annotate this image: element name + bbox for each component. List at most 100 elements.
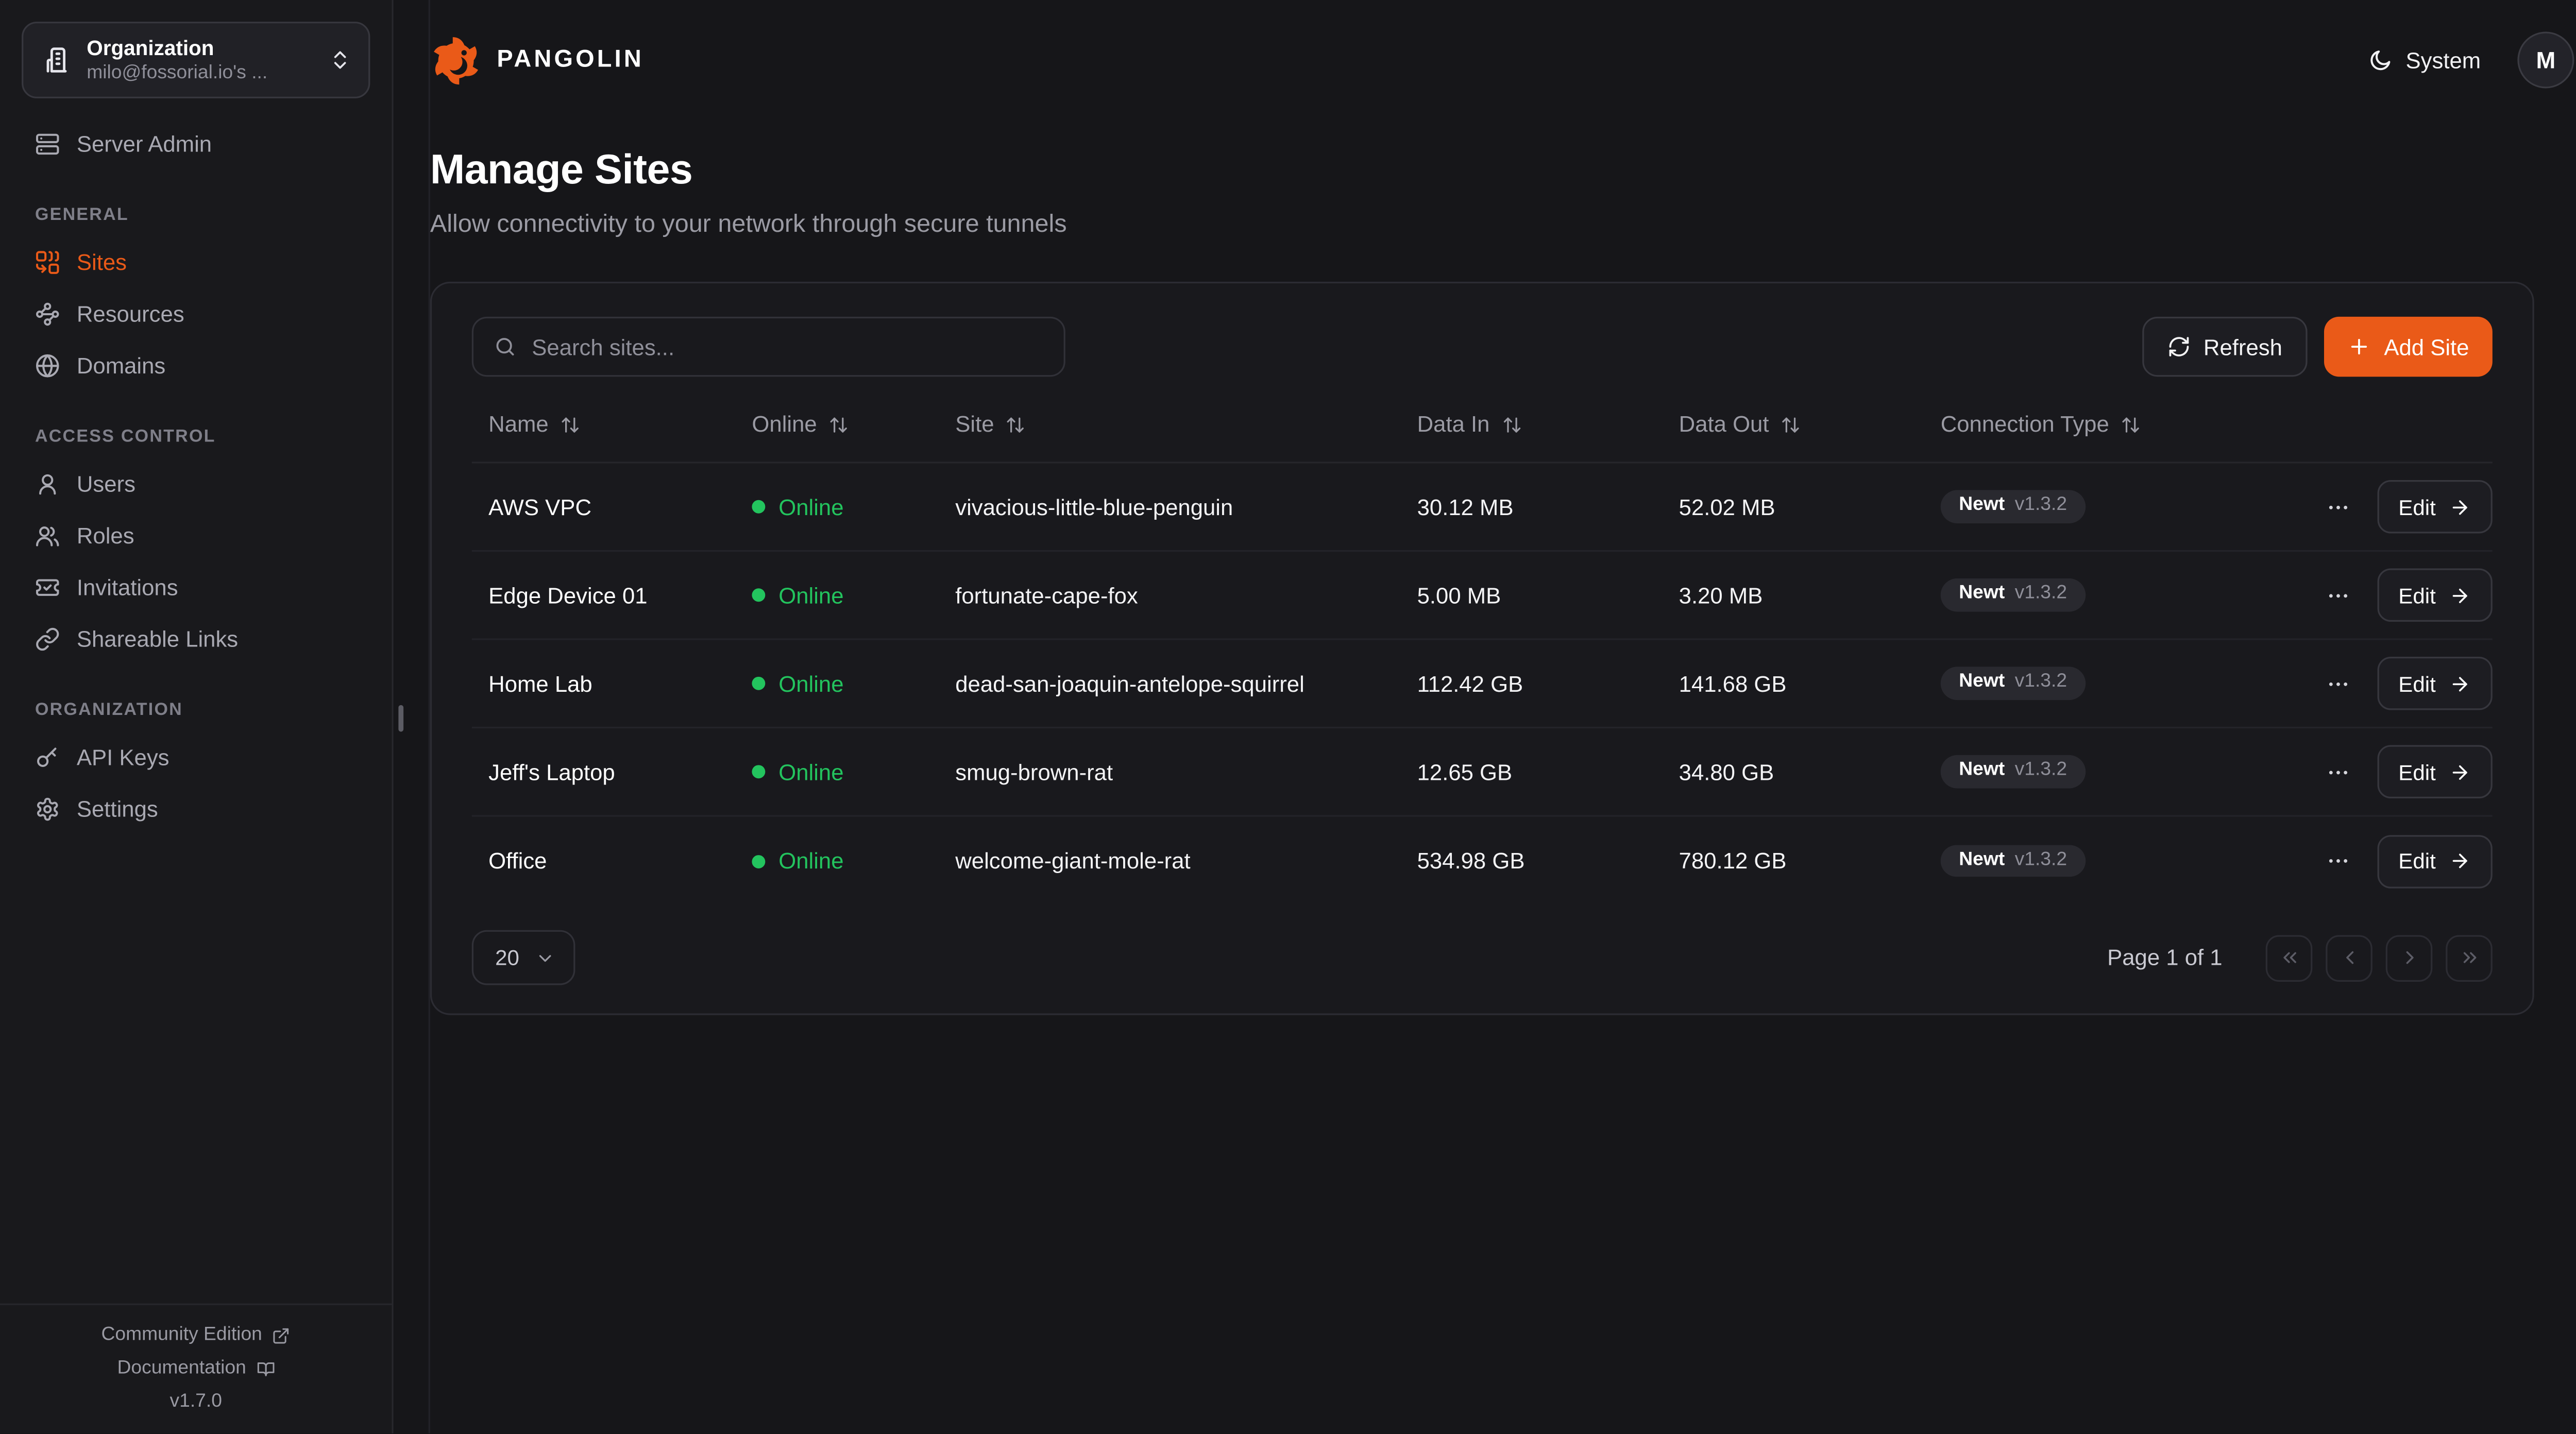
sidebar-resize-grip-icon[interactable] [398, 705, 404, 732]
data-out-cell: 780.12 GB [1679, 848, 1787, 874]
pangolin-logo-icon [430, 34, 482, 86]
row-actions-menu-button[interactable] [2318, 664, 2357, 703]
sort-icon [1781, 414, 1801, 434]
site-status-cell: Online [735, 848, 939, 874]
sidebar-item-resources[interactable]: Resources [20, 288, 372, 340]
prev-page-button[interactable] [2326, 934, 2372, 981]
ellipsis-icon [2325, 494, 2350, 519]
server-icon [35, 132, 60, 157]
sidebar-item-shareable-links[interactable]: Shareable Links [20, 613, 372, 665]
data-out-cell: 34.80 GB [1679, 759, 1774, 784]
documentation-link[interactable]: Documentation [117, 1358, 275, 1378]
sidebar-nav: Server Admin GENERAL Sites Resources Dom… [0, 105, 392, 1304]
version-label: v1.7.0 [170, 1392, 222, 1412]
next-page-button[interactable] [2385, 934, 2433, 981]
sidebar-item-server-admin[interactable]: Server Admin [20, 118, 372, 170]
column-header-data-out[interactable]: Data Out [1662, 412, 1924, 437]
column-header-data-in[interactable]: Data In [1400, 412, 1662, 437]
avatar-initial: M [2536, 46, 2556, 74]
sidebar-item-label: Server Admin [76, 131, 212, 157]
sort-icon [560, 414, 580, 434]
arrow-right-icon [2449, 850, 2471, 872]
data-in-cell: 5.00 MB [1417, 582, 1501, 608]
sidebar-item-roles[interactable]: Roles [20, 510, 372, 561]
users-icon [35, 523, 60, 549]
org-switcher-subtitle: milo@fossorial.io's ... [87, 63, 268, 83]
sites-table-card: Refresh Add Site Name Online Site Data I… [430, 281, 2534, 1015]
connection-type-cell: Newt v1.3.2 [1924, 490, 2309, 523]
chevrons-right-icon [2458, 947, 2480, 968]
add-site-button[interactable]: Add Site [2324, 316, 2493, 377]
row-actions-menu-button[interactable] [2318, 753, 2357, 791]
sort-icon [1006, 414, 1026, 434]
search-input[interactable] [532, 334, 1044, 360]
search-icon [494, 335, 517, 358]
column-header-name[interactable]: Name [472, 412, 735, 437]
arrow-right-icon [2449, 584, 2471, 606]
sidebar-item-label: API Keys [76, 745, 170, 771]
page-summary: Page 1 of 1 [2107, 945, 2223, 970]
column-header-connection-type[interactable]: Connection Type [1924, 412, 2309, 437]
refresh-button[interactable]: Refresh [2142, 316, 2308, 377]
external-link-icon [272, 1326, 291, 1344]
connection-client-label: Newt [1959, 760, 2005, 781]
org-switcher[interactable]: Organization milo@fossorial.io's ... [22, 22, 370, 98]
online-status-label: Online [778, 671, 844, 696]
data-out-cell: 3.20 MB [1679, 582, 1763, 608]
user-avatar[interactable]: M [2517, 31, 2574, 89]
edit-button[interactable]: Edit [2377, 745, 2493, 799]
site-status-cell: Online [735, 494, 939, 519]
table-row: Office Online welcome-giant-mole-rat 534… [472, 817, 2493, 906]
gear-icon [35, 797, 60, 822]
theme-toggle[interactable]: System [2367, 47, 2481, 73]
edit-button[interactable]: Edit [2377, 834, 2493, 888]
data-in-cell: 534.98 GB [1417, 848, 1525, 874]
community-edition-link[interactable]: Community Edition [101, 1325, 291, 1345]
sidebar-resize-handle[interactable] [393, 0, 430, 1433]
sidebar-item-users[interactable]: Users [20, 458, 372, 510]
last-page-button[interactable] [2446, 934, 2493, 981]
connection-type-badge: Newt v1.3.2 [1940, 490, 2086, 523]
page-content: Manage Sites Allow connectivity to your … [430, 120, 2576, 1015]
online-status-label: Online [778, 494, 844, 520]
edit-button[interactable]: Edit [2377, 568, 2493, 622]
sites-combine-icon [35, 250, 60, 275]
sidebar-item-api-keys[interactable]: API Keys [20, 732, 372, 783]
connection-type-badge: Newt v1.3.2 [1940, 755, 2086, 788]
sort-icon [1501, 414, 1521, 434]
row-actions-menu-button[interactable] [2318, 842, 2357, 880]
edit-button[interactable]: Edit [2377, 656, 2493, 710]
row-actions-menu-button[interactable] [2318, 576, 2357, 614]
connection-version-label: v1.3.2 [2014, 849, 2067, 870]
connection-type-badge: Newt v1.3.2 [1940, 578, 2086, 611]
online-dot-icon [752, 588, 766, 602]
site-status-cell: Online [735, 583, 939, 608]
column-header-online[interactable]: Online [735, 412, 939, 437]
table-toolbar: Refresh Add Site [471, 316, 2493, 377]
online-dot-icon [752, 854, 766, 868]
sidebar-item-label: Shareable Links [76, 626, 239, 652]
page-subtitle: Allow connectivity to your network throu… [430, 210, 1067, 238]
ellipsis-icon [2325, 671, 2350, 696]
data-in-cell: 112.42 GB [1417, 671, 1523, 696]
online-status-label: Online [778, 759, 844, 784]
connection-type-cell: Newt v1.3.2 [1924, 844, 2309, 877]
sidebar-item-domains[interactable]: Domains [20, 340, 372, 391]
sidebar-item-label: Roles [76, 523, 134, 549]
sidebar-item-settings[interactable]: Settings [20, 783, 372, 835]
row-actions-menu-button[interactable] [2318, 488, 2357, 526]
online-status-label: Online [778, 582, 844, 608]
connection-type-cell: Newt v1.3.2 [1924, 578, 2309, 611]
sidebar-item-invitations[interactable]: Invitations [20, 562, 372, 613]
sidebar-item-sites[interactable]: Sites [20, 237, 372, 288]
edit-button[interactable]: Edit [2377, 480, 2493, 534]
first-page-button[interactable] [2265, 934, 2313, 981]
user-icon [35, 472, 60, 497]
waypoints-icon [35, 302, 60, 327]
online-dot-icon [752, 500, 766, 514]
refresh-icon [2167, 335, 2190, 358]
column-header-site[interactable]: Site [939, 412, 1400, 437]
site-status-cell: Online [735, 671, 939, 696]
page-size-select[interactable]: 20 [471, 930, 576, 985]
data-out-cell: 141.68 GB [1679, 671, 1787, 696]
